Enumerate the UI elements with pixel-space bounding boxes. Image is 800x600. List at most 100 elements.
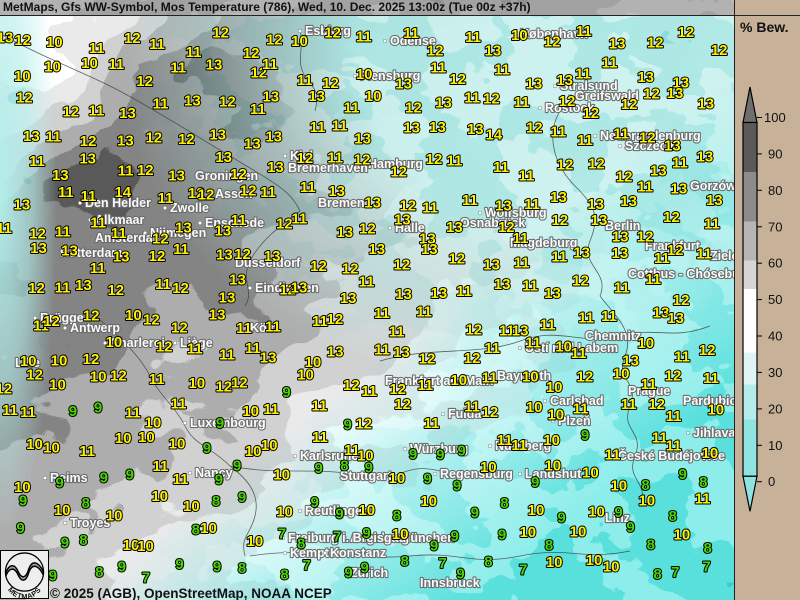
svg-text:10: 10: [44, 59, 61, 76]
svg-text:13: 13: [671, 180, 688, 197]
svg-text:90: 90: [768, 146, 782, 161]
svg-text:20: 20: [768, 401, 782, 416]
svg-text:9: 9: [282, 384, 290, 401]
svg-text:12: 12: [665, 368, 682, 385]
svg-text:13: 13: [260, 350, 277, 367]
svg-text:13: 13: [526, 76, 543, 93]
svg-text:12: 12: [231, 374, 248, 391]
svg-text:8: 8: [280, 567, 288, 584]
svg-text:12: 12: [647, 34, 664, 51]
svg-text:8: 8: [340, 458, 348, 475]
svg-text:13: 13: [485, 43, 502, 60]
svg-text:7: 7: [438, 555, 446, 572]
svg-text:9: 9: [362, 525, 370, 542]
svg-text:13: 13: [175, 220, 192, 237]
svg-text:11: 11: [125, 404, 141, 421]
svg-text:50: 50: [768, 292, 782, 307]
svg-text:11: 11: [187, 341, 203, 358]
svg-text:12: 12: [621, 96, 638, 113]
svg-text:12: 12: [405, 99, 422, 116]
svg-text:11: 11: [514, 94, 530, 111]
svg-text:13: 13: [267, 159, 284, 176]
svg-text:11: 11: [90, 215, 106, 232]
svg-text:12: 12: [639, 130, 656, 147]
svg-text:13: 13: [79, 150, 96, 167]
svg-text:11: 11: [108, 56, 124, 73]
svg-text:11: 11: [186, 44, 202, 61]
svg-text:11: 11: [464, 399, 480, 416]
svg-text:12: 12: [124, 30, 141, 47]
svg-text:12: 12: [464, 350, 481, 367]
svg-text:12: 12: [582, 105, 599, 122]
svg-text:10: 10: [544, 457, 561, 474]
svg-text:10: 10: [528, 502, 545, 519]
svg-text:10: 10: [49, 377, 66, 394]
svg-text:11: 11: [493, 159, 509, 176]
svg-text:10: 10: [586, 552, 603, 569]
svg-text:9: 9: [175, 556, 183, 573]
svg-text:13: 13: [264, 248, 281, 265]
svg-text:10: 10: [106, 334, 123, 351]
svg-text:10: 10: [588, 503, 605, 520]
svg-text:11: 11: [311, 397, 327, 414]
svg-text:11: 11: [90, 260, 106, 277]
svg-text:12: 12: [559, 93, 576, 110]
svg-text:10: 10: [480, 459, 497, 476]
svg-text:10: 10: [188, 375, 205, 392]
svg-text:11: 11: [173, 241, 189, 258]
svg-text:11: 11: [637, 179, 653, 196]
svg-text:9: 9: [61, 534, 69, 551]
svg-text:9: 9: [365, 459, 373, 476]
svg-text:11: 11: [645, 271, 661, 288]
svg-text:11: 11: [332, 118, 348, 135]
svg-text:10: 10: [555, 338, 572, 355]
svg-text:11: 11: [464, 90, 480, 107]
svg-text:11: 11: [674, 349, 690, 366]
svg-text:11: 11: [173, 471, 189, 488]
svg-text:10: 10: [81, 55, 98, 72]
svg-text:7: 7: [303, 557, 311, 574]
svg-text:11: 11: [704, 216, 720, 233]
svg-text:10: 10: [546, 554, 563, 571]
svg-text:12: 12: [297, 150, 314, 167]
svg-text:12: 12: [343, 377, 360, 394]
svg-text:13: 13: [52, 167, 69, 184]
svg-text:11: 11: [155, 276, 171, 293]
svg-text:11: 11: [430, 60, 446, 77]
svg-text:9: 9: [344, 565, 352, 582]
svg-text:12: 12: [149, 248, 166, 265]
svg-text:13: 13: [573, 245, 590, 262]
svg-text:10: 10: [358, 502, 375, 519]
svg-text:100: 100: [764, 110, 786, 125]
svg-text:13: 13: [327, 344, 344, 361]
svg-text:7: 7: [333, 528, 341, 545]
svg-text:10: 10: [519, 524, 536, 541]
svg-text:11: 11: [118, 162, 134, 179]
svg-text:11: 11: [263, 401, 279, 418]
svg-text:13: 13: [368, 241, 385, 258]
svg-text:13: 13: [667, 85, 684, 102]
svg-text:10: 10: [245, 443, 262, 460]
svg-text:12: 12: [152, 231, 169, 248]
svg-text:12: 12: [643, 85, 660, 102]
svg-text:9: 9: [100, 470, 108, 487]
svg-text:9: 9: [56, 475, 64, 492]
svg-text:9: 9: [581, 427, 589, 444]
svg-text:12: 12: [143, 311, 160, 328]
svg-text:13: 13: [667, 310, 684, 327]
svg-text:10: 10: [392, 526, 409, 543]
svg-text:9: 9: [49, 567, 57, 584]
svg-text:13: 13: [119, 105, 136, 122]
svg-text:13: 13: [168, 168, 185, 185]
svg-text:9: 9: [451, 528, 459, 545]
svg-text:10: 10: [276, 503, 293, 520]
svg-text:11: 11: [361, 383, 377, 400]
svg-text:12: 12: [324, 24, 341, 41]
svg-text:10: 10: [183, 498, 200, 515]
svg-text:13: 13: [354, 131, 371, 148]
svg-text:Jihlava: Jihlava: [693, 426, 734, 440]
svg-text:Innsbruck: Innsbruck: [420, 576, 480, 590]
svg-text:9: 9: [498, 527, 506, 544]
svg-text:13: 13: [556, 72, 573, 89]
svg-text:11: 11: [374, 342, 390, 359]
